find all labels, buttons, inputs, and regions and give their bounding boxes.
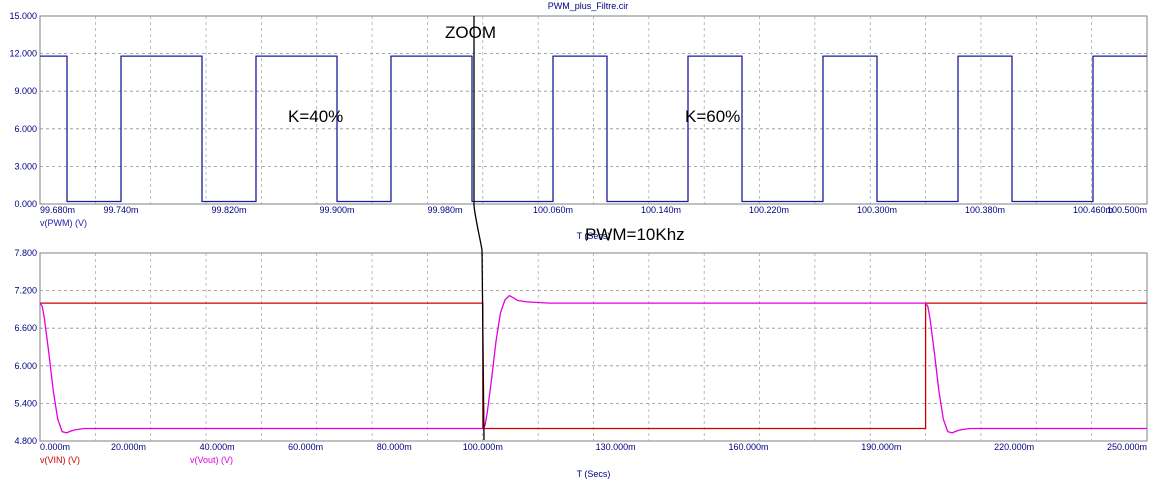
x-tick-label: 80.000m xyxy=(377,442,412,452)
legend-entry: v(VIN) (V) xyxy=(40,455,80,465)
y-tick-label: 9.000 xyxy=(14,86,37,96)
x-tick-label: 250.000m xyxy=(1107,442,1147,452)
x-tick-label: 100.220m xyxy=(749,205,789,215)
x-tick-label: 220.000m xyxy=(994,442,1034,452)
y-tick-label: 5.400 xyxy=(14,398,37,408)
y-tick-label: 3.000 xyxy=(14,161,37,171)
y-tick-label: 6.000 xyxy=(14,361,37,371)
zoom-connector-line xyxy=(473,205,485,441)
x-tick-label: 0.000m xyxy=(40,442,70,452)
x-tick-label: 100.060m xyxy=(533,205,573,215)
x-tick-label: 99.980m xyxy=(427,205,462,215)
y-tick-label: 6.000 xyxy=(14,124,37,134)
y-tick-label: 7.800 xyxy=(14,248,37,258)
x-axis-label: T (Secs) xyxy=(577,231,611,241)
x-tick-label: 190.000m xyxy=(861,442,901,452)
x-tick-label: 60.000m xyxy=(288,442,323,452)
duty-cycle-high-label: K=60% xyxy=(685,107,740,126)
plot-frame xyxy=(39,15,1148,205)
series-line xyxy=(39,294,1147,434)
x-tick-label: 99.740m xyxy=(103,205,138,215)
x-tick-label: 100.300m xyxy=(857,205,897,215)
x-tick-label: 99.900m xyxy=(319,205,354,215)
duty-cycle-low-label: K=40% xyxy=(288,107,343,126)
x-tick-label: 100.000m xyxy=(463,442,503,452)
y-tick-label: 0.000 xyxy=(14,199,37,209)
x-tick-label: 160.000m xyxy=(728,442,768,452)
y-tick-label: 7.200 xyxy=(14,286,37,296)
x-tick-label: 99.680m xyxy=(40,205,75,215)
x-tick-label: 20.000m xyxy=(111,442,146,452)
x-tick-label: 100.500m xyxy=(1107,205,1147,215)
window-title: PWM_plus_Filtre.cir xyxy=(548,1,629,11)
zoom-label: ZOOM xyxy=(445,23,496,42)
pwm-frequency-label: PWM=10Khz xyxy=(585,225,685,244)
legend-entry: v(PWM) (V) xyxy=(40,218,87,228)
x-tick-label: 40.000m xyxy=(200,442,235,452)
plot-frame xyxy=(39,252,1148,442)
legend-entry: v(Vout) (V) xyxy=(190,455,233,465)
y-tick-label: 15.000 xyxy=(9,11,37,21)
series-line xyxy=(40,55,1147,203)
y-tick-label: 4.800 xyxy=(14,436,37,446)
y-tick-label: 12.000 xyxy=(9,49,37,59)
y-tick-label: 6.600 xyxy=(14,323,37,333)
x-axis-label: T (Secs) xyxy=(577,469,611,479)
series-line xyxy=(40,302,1147,430)
x-tick-label: 100.380m xyxy=(965,205,1005,215)
x-tick-label: 100.140m xyxy=(641,205,681,215)
x-tick-label: 100.460m xyxy=(1073,205,1113,215)
x-tick-label: 99.820m xyxy=(211,205,246,215)
x-tick-label: 130.000m xyxy=(596,442,636,452)
